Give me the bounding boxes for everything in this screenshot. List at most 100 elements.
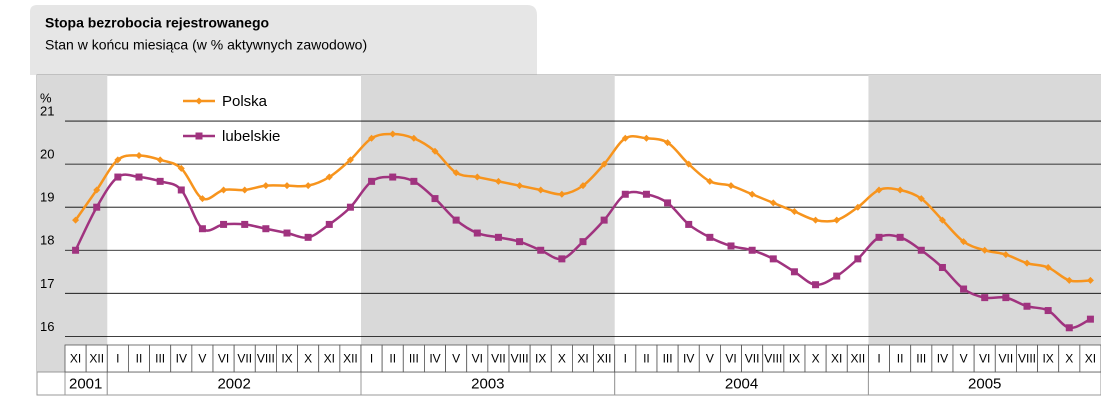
data-point — [198, 225, 206, 233]
data-point — [748, 246, 756, 254]
x-tick-label: I — [624, 352, 627, 366]
year-label: 2002 — [217, 375, 250, 392]
data-point — [875, 233, 883, 241]
y-tick-label: 19 — [40, 190, 54, 205]
data-point — [494, 177, 502, 185]
data-point — [1086, 315, 1094, 323]
legend-label: Polska — [222, 93, 268, 110]
x-tick-label: VI — [472, 352, 483, 366]
data-point — [93, 186, 101, 194]
data-point — [537, 246, 545, 254]
data-point — [262, 182, 270, 190]
x-tick-label: VIII — [764, 352, 782, 366]
data-point — [1002, 251, 1010, 259]
data-point — [579, 182, 587, 190]
data-point — [812, 216, 820, 224]
x-tick-label: XI — [70, 352, 81, 366]
data-point — [790, 268, 798, 276]
data-point — [875, 186, 883, 194]
data-point — [156, 177, 164, 185]
x-tick-label: I — [877, 352, 880, 366]
x-tick-label: VIII — [511, 352, 529, 366]
data-point — [431, 195, 439, 203]
year-label: 2004 — [725, 375, 758, 392]
data-point — [664, 139, 672, 147]
data-point — [854, 203, 862, 211]
x-tick-label: XII — [89, 352, 104, 366]
data-point — [1044, 263, 1052, 271]
data-point — [1002, 294, 1010, 302]
data-point — [1023, 259, 1031, 267]
data-point — [706, 233, 714, 241]
data-point — [304, 233, 312, 241]
year-label: 2005 — [968, 375, 1001, 392]
data-point — [896, 233, 904, 241]
x-tick-label: VII — [999, 352, 1014, 366]
data-point — [283, 229, 291, 237]
data-point — [685, 220, 693, 228]
data-point — [346, 156, 354, 164]
data-point — [389, 130, 397, 138]
x-tick-label: II — [643, 352, 650, 366]
x-tick-label: XII — [851, 352, 866, 366]
data-point — [642, 190, 650, 198]
data-point — [706, 177, 714, 185]
data-point — [664, 199, 672, 207]
data-point — [494, 233, 502, 241]
y-tick-label: 18 — [40, 233, 54, 248]
data-point — [304, 182, 312, 190]
chart-title: Stopa bezrobocia rejestrowanego — [45, 15, 269, 31]
data-point — [431, 147, 439, 155]
data-point — [938, 263, 946, 271]
x-tick-label: IV — [429, 352, 440, 366]
data-point — [114, 173, 122, 181]
x-tick-label: X — [304, 352, 312, 366]
data-point — [135, 173, 143, 181]
data-point — [854, 255, 862, 263]
x-tick-label: XI — [577, 352, 588, 366]
data-point — [1086, 276, 1094, 284]
data-point — [981, 246, 989, 254]
x-tick-label: X — [558, 352, 566, 366]
x-tick-label: VII — [491, 352, 506, 366]
data-point — [220, 186, 228, 194]
data-point — [727, 182, 735, 190]
axis-column — [37, 75, 65, 395]
x-tick-label: IX — [1042, 352, 1053, 366]
data-point — [621, 134, 629, 142]
x-tick-label: VI — [725, 352, 736, 366]
data-point — [642, 134, 650, 142]
data-point — [368, 134, 376, 142]
data-point — [917, 195, 925, 203]
data-point — [812, 281, 820, 289]
data-point — [93, 203, 101, 211]
x-tick-label: V — [706, 352, 714, 366]
data-point — [833, 272, 841, 280]
data-point — [516, 238, 524, 246]
month-cell — [1079, 344, 1101, 373]
data-point — [769, 199, 777, 207]
data-point — [579, 238, 587, 246]
data-point — [410, 134, 418, 142]
data-point — [685, 160, 693, 168]
data-point — [1065, 276, 1073, 284]
data-point — [452, 216, 460, 224]
x-tick-label: II — [136, 352, 143, 366]
x-tick-label: VII — [237, 352, 252, 366]
data-point — [473, 229, 481, 237]
data-point — [220, 220, 228, 228]
x-tick-label: IX — [281, 352, 292, 366]
x-tick-label: VIII — [257, 352, 275, 366]
data-point — [241, 186, 249, 194]
title-box — [30, 5, 537, 75]
data-point — [283, 182, 291, 190]
x-tick-label: X — [1065, 352, 1073, 366]
x-tick-label: V — [960, 352, 968, 366]
x-tick-label: III — [663, 352, 673, 366]
data-point — [198, 195, 206, 203]
data-point — [516, 182, 524, 190]
y-tick-label: 21 — [40, 104, 54, 119]
data-point — [769, 255, 777, 263]
